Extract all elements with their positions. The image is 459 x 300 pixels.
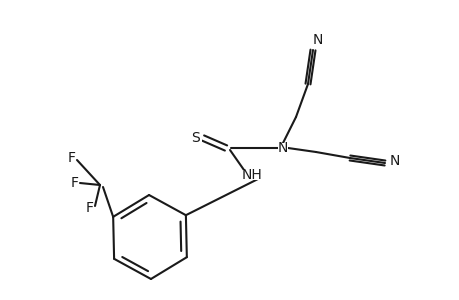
Text: F: F <box>86 201 94 215</box>
Text: NH: NH <box>241 168 262 182</box>
Text: F: F <box>68 151 76 165</box>
Bar <box>190 133 202 143</box>
Bar <box>242 170 260 180</box>
Bar <box>389 156 399 166</box>
Text: N: N <box>389 154 399 168</box>
Bar <box>277 143 287 153</box>
Text: F: F <box>71 176 79 190</box>
Text: N: N <box>277 141 287 155</box>
Text: S: S <box>191 131 200 145</box>
Text: N: N <box>312 33 323 47</box>
Bar <box>312 35 322 45</box>
